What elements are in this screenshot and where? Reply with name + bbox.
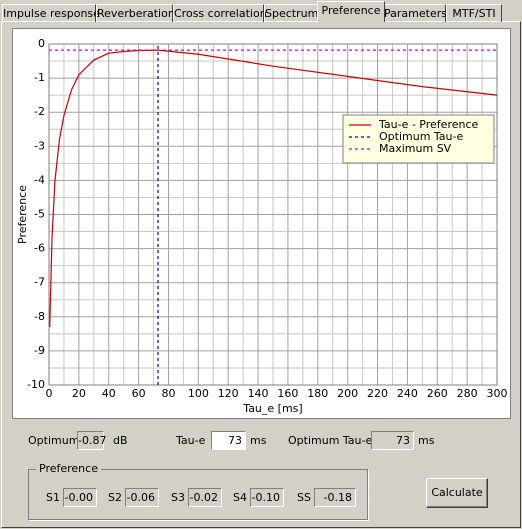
readout: -0.10 [250, 488, 284, 507]
tab[interactable]: Parameters [383, 4, 447, 22]
x-tick-label: 160 [277, 387, 298, 400]
x-tick-label: 260 [427, 387, 448, 400]
y-tick-label: -2 [34, 105, 45, 118]
readout: -0.18 [314, 488, 356, 507]
label: S2 [108, 491, 122, 504]
y-tick-label: -4 [34, 173, 45, 186]
label: SS [297, 491, 311, 504]
tab-page [1, 21, 521, 528]
x-tick-label: 60 [132, 387, 146, 400]
y-tick-label: -6 [34, 242, 45, 255]
label: Tau-e [176, 434, 206, 447]
x-tick-label: 40 [102, 387, 116, 400]
y-tick-label: -5 [34, 208, 45, 221]
group-title: Preference [36, 462, 101, 475]
unit: ms [418, 434, 435, 447]
x-tick-label: 180 [307, 387, 328, 400]
x-tick-label: 240 [397, 387, 418, 400]
y-tick-label: -7 [34, 276, 45, 289]
x-tick-label: 80 [161, 387, 175, 400]
y-tick-label: 0 [38, 37, 45, 50]
chart: 0 20 40 60 80 100 120 140 160 180 200 220 240 260 280 3… [12, 28, 511, 419]
text-input[interactable]: 73 [211, 431, 246, 450]
x-tick-label: 0 [46, 387, 53, 400]
tab[interactable]: MTF/STI [446, 4, 502, 22]
x-tick-label: 20 [72, 387, 86, 400]
y-tick-label: -1 [34, 71, 45, 84]
tab[interactable]: Spectrum [264, 4, 319, 22]
label: Optimum Tau-e [288, 434, 373, 447]
tab[interactable]: Preference [317, 1, 385, 22]
readout: -0.06 [125, 488, 159, 507]
tab[interactable]: Reverberation [96, 4, 175, 22]
x-tick-label: 200 [337, 387, 358, 400]
unit: dB [113, 434, 128, 447]
y-tick-label: -3 [34, 139, 45, 152]
readout: -0.00 [63, 488, 97, 507]
group-box [28, 469, 368, 520]
x-tick-label: 100 [188, 387, 209, 400]
readout: -0.02 [188, 488, 222, 507]
x-tick-label: 300 [487, 387, 508, 400]
tab[interactable]: Cross correlation [173, 4, 267, 22]
x-tick-label: 140 [248, 387, 269, 400]
y-axis-label: Preference [16, 185, 29, 244]
label: S3 [171, 491, 185, 504]
legend-label: Optimum Tau-e [379, 130, 463, 143]
x-axis-label: Tau_e [ms] [242, 402, 302, 415]
legend-box [342, 114, 495, 164]
readout: 73 [371, 431, 414, 450]
y-tick-label: -9 [34, 344, 45, 357]
series-line [49, 49, 498, 328]
unit: ms [250, 434, 267, 447]
readout: -0.87 [77, 431, 106, 450]
label: S4 [233, 491, 247, 504]
label: S1 [46, 491, 60, 504]
button[interactable]: Calculate [426, 478, 488, 508]
x-tick-label: 220 [367, 387, 388, 400]
x-tick-label: 120 [218, 387, 239, 400]
y-tick-label: -8 [34, 310, 45, 323]
tab[interactable]: Impulse response [2, 4, 100, 22]
x-tick-label: 280 [457, 387, 478, 400]
y-tick-label: -10 [27, 378, 45, 391]
plot-border [48, 43, 498, 386]
legend-label: Tau-e - Preference [378, 118, 479, 131]
legend-label: Maximum SV [379, 142, 452, 155]
